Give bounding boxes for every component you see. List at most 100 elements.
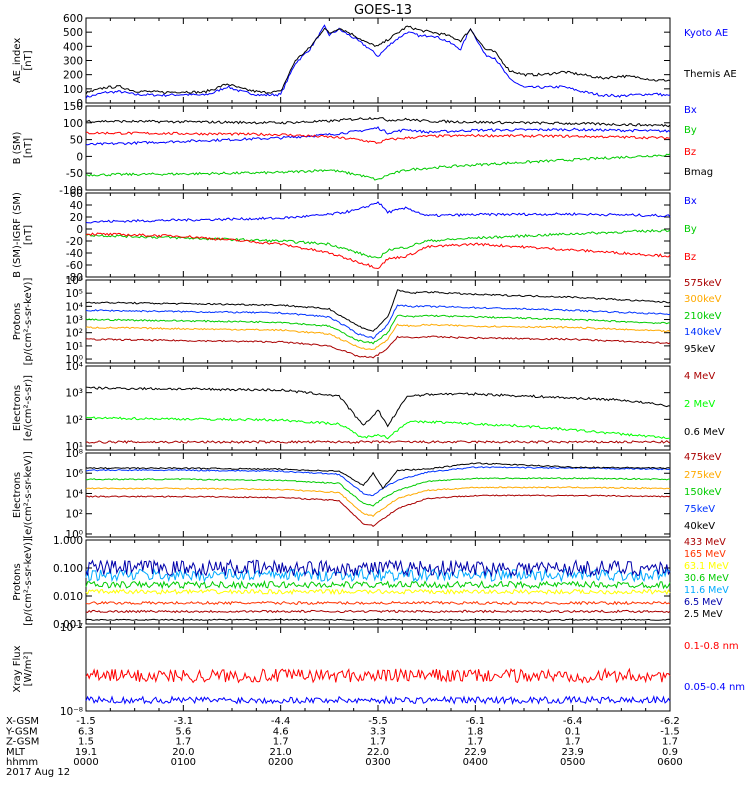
y-tick-label: 10⁸ <box>65 448 83 460</box>
chart-title: GOES-13 <box>354 3 412 18</box>
legend-label: 0.1-0.8 nm <box>684 641 739 652</box>
panel-0: 0 100 200 300 400 500 600 AE_index [nT] Kyoto AE T… <box>12 13 737 110</box>
y-tick-label: 20 <box>70 212 83 224</box>
x-axis-row-label: Z-GSM <box>6 737 39 748</box>
series-line-75kev <box>86 466 671 497</box>
y-axis-label: B (SM)-IGRF (SM) <box>12 192 23 278</box>
y-tick-label: 0 <box>76 224 83 236</box>
legend-label: Bx <box>684 196 697 207</box>
x-axis-value: 0.9 <box>662 747 678 758</box>
y-tick-label: 10¹ <box>65 441 83 453</box>
panel-frame <box>85 192 671 278</box>
x-axis-table: 2017 Aug 12 X-GSM -1.5 -3.1 -4.4 -5.5 -6.1 -6.… <box>5 716 683 778</box>
legend-label: By <box>684 125 697 136</box>
legend-label: 2 MeV <box>684 399 715 410</box>
y-tick-label: 10⁰ <box>65 529 83 541</box>
series-line-bmag <box>85 116 671 128</box>
y-tick-label: 10⁶ <box>65 275 83 287</box>
legend-label: Bmag <box>684 167 713 178</box>
y-tick-label: 10⁰ <box>65 354 83 366</box>
legend-label: 140keV <box>684 327 722 338</box>
series-line-themis-ae <box>85 25 671 95</box>
legend-label: 95keV <box>684 344 715 355</box>
y-tick-label: 0.010 <box>53 591 83 603</box>
y-axis-label: [W/m²] <box>23 651 34 686</box>
y-tick-label: 10⁴ <box>65 488 83 500</box>
y-tick-label: -20 <box>66 236 83 248</box>
y-axis-label: [nT] <box>23 138 34 158</box>
y-tick-label: 1.000 <box>53 535 83 547</box>
series-line-bx <box>85 126 671 146</box>
y-tick-label: 10² <box>65 328 83 340</box>
y-tick-label: 40 <box>70 200 83 212</box>
legend-label: 75keV <box>684 504 715 515</box>
y-axis-label: [nT] <box>23 50 34 70</box>
legend-label: 433 MeV <box>684 537 726 548</box>
x-axis-value: 1.7 <box>273 737 289 748</box>
series-line-30-6-mev <box>85 579 671 590</box>
x-axis-value: 0400 <box>463 757 488 768</box>
x-axis-value: -5.5 <box>368 716 388 727</box>
y-tick-label: 10² <box>65 414 83 426</box>
x-axis-value: 3.3 <box>370 726 386 737</box>
x-axis-value: -1.5 <box>76 716 96 727</box>
legend-label: 165 MeV <box>684 549 726 560</box>
x-axis-row-label: X-GSM <box>6 716 39 727</box>
y-tick-label: 0 <box>76 151 83 163</box>
y-tick-label: 400 <box>63 41 83 53</box>
x-axis-value: 6.3 <box>78 726 94 737</box>
y-axis-label: Xray Flux <box>12 645 23 692</box>
series-line-bx <box>85 201 671 224</box>
series-line-by <box>85 228 671 259</box>
series-line-11-6-mev <box>85 567 671 583</box>
x-axis-date: 2017 Aug 12 <box>6 767 70 778</box>
legend-label: Bx <box>684 105 697 116</box>
x-axis-value: 1.7 <box>662 737 678 748</box>
x-axis-value: 20.0 <box>172 747 194 758</box>
x-axis-value: 0100 <box>171 757 196 768</box>
series-line-6-5-mev <box>85 558 671 578</box>
x-axis-value: -6.4 <box>563 716 583 727</box>
x-axis-value: 21.0 <box>270 747 292 758</box>
legend-label: 150keV <box>684 487 722 498</box>
y-tick-label: 10⁶ <box>65 468 83 480</box>
y-tick-label: 10³ <box>65 388 83 400</box>
y-tick-label: 150 <box>63 101 83 113</box>
x-axis-value: -6.1 <box>466 716 486 727</box>
panel-1: -100 -50 0 50 100 150 B (SM) [nT] Bx By Bz Bmag <box>12 101 713 197</box>
x-axis-value: 0000 <box>73 757 98 768</box>
legend-label: 63.1 MeV <box>684 561 729 572</box>
series-line-275kev <box>85 486 671 517</box>
legend-label: Themis AE <box>683 69 737 80</box>
series-line-2-5-mev <box>85 618 671 621</box>
series-line-300kev <box>85 323 671 351</box>
series-line-0-05-0-4-nm <box>85 695 671 706</box>
y-tick-label: -80 <box>66 272 83 284</box>
legend-label: 300keV <box>684 294 722 305</box>
legend-label: 6.5 MeV <box>684 597 723 608</box>
x-axis-value: 0300 <box>365 757 390 768</box>
x-axis-value: 1.5 <box>78 737 94 748</box>
series-line-575kev <box>85 335 671 359</box>
y-tick-label: 0.100 <box>53 563 83 575</box>
panel-5: 10⁰ 10² 10⁴ 10⁶ 10⁸ Electrons [e/(cm²-s-sr-keV… <box>12 448 722 541</box>
y-axis-label: B (SM) <box>12 131 23 164</box>
y-axis-label: [p/(cm²-s-sr-keV)] <box>23 538 34 626</box>
x-axis-value: -6.2 <box>660 716 680 727</box>
series-line-165-mev <box>85 600 671 606</box>
x-axis-value: 1.7 <box>565 737 581 748</box>
series-line-kyoto-ae <box>85 24 671 99</box>
legend-label: 575keV <box>684 278 722 289</box>
y-axis-label: [e/(cm²-s-sr-keV)] <box>23 451 34 539</box>
y-axis-label: [nT] <box>23 225 34 245</box>
x-axis-value: -1.5 <box>660 726 680 737</box>
legend-label: Bz <box>684 252 696 263</box>
x-axis-value: 0.1 <box>565 726 581 737</box>
x-axis-value: 4.6 <box>273 726 289 737</box>
y-tick-label: 10⁴ <box>65 301 83 313</box>
y-tick-label: 10³ <box>65 315 83 327</box>
panel-frame <box>85 279 671 364</box>
y-axis-label: [p/(cm²-s-sr-keV)] <box>23 278 34 366</box>
